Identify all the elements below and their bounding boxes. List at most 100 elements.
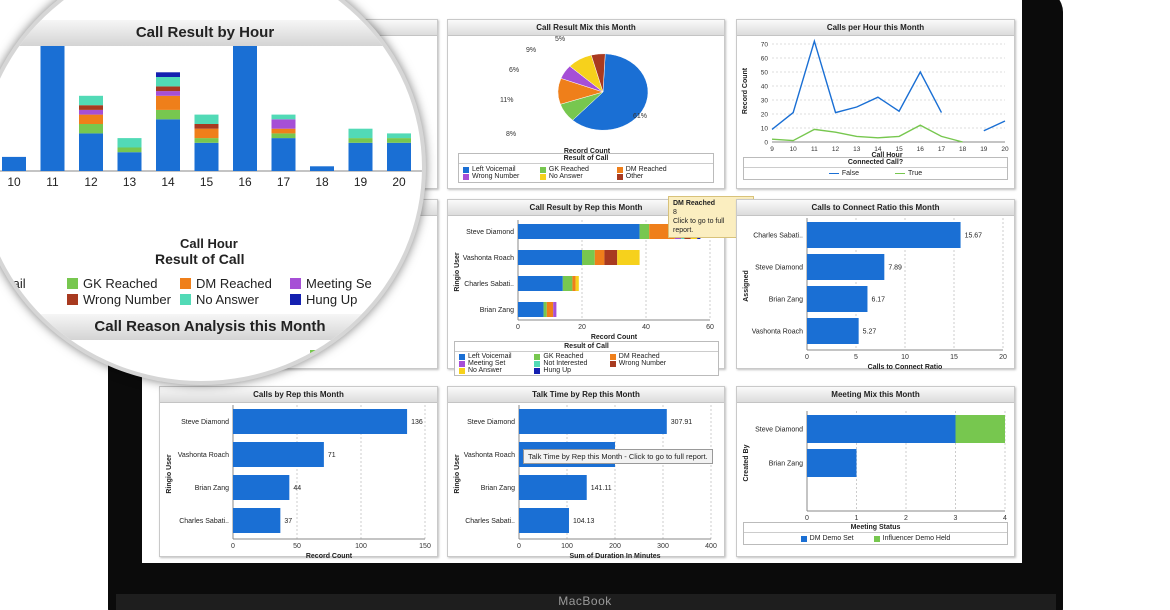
- category-label: Vashonta Roach: [178, 452, 229, 459]
- bar: [271, 128, 296, 134]
- line-legend-item[interactable]: False: [828, 170, 859, 177]
- bar: [955, 415, 1005, 443]
- legend-label: DM Reached: [625, 166, 667, 173]
- x-tick-label: 15: [200, 175, 214, 189]
- series-line-false: [983, 120, 1006, 132]
- category-label: Vashonta Roach: [464, 452, 515, 459]
- bar: [79, 109, 103, 115]
- bar-chart[interactable]: 0 5 10 15 20 Charles Sabati.. 15.67 Steve Diamo…: [737, 216, 1016, 371]
- x-axis-title: Record Count: [591, 334, 638, 341]
- magnifier-lens: Call Result by Hour 10 11 12 13 14 15 16 17 18 19…: [0, 0, 426, 385]
- bar: [518, 250, 582, 265]
- bar: [807, 222, 961, 248]
- legend-label: GK Reached: [543, 353, 584, 360]
- brand-label: MacBook: [558, 594, 612, 608]
- category-label: Steve Diamond: [755, 265, 803, 272]
- rep-legend-item[interactable]: Not Interested: [534, 360, 605, 367]
- legend-swatch: [616, 166, 623, 173]
- rep-legend-item[interactable]: GK Reached: [534, 353, 605, 360]
- line-legend: Connected Call? False True: [743, 157, 1008, 180]
- pie-slice-label: 9%: [526, 47, 536, 54]
- magnified-legend-item: Hung Up: [290, 292, 357, 307]
- value-label: 7.89: [888, 265, 902, 272]
- pie-legend-item[interactable]: Left Voicemail: [463, 166, 532, 173]
- value-label: 37: [284, 518, 292, 525]
- rep-legend-item[interactable]: Meeting Set: [459, 360, 530, 367]
- pie-legend-item[interactable]: Other: [616, 173, 686, 180]
- small-legend-item: Incoming Call: [310, 349, 397, 359]
- meeting-legend-item[interactable]: Influencer Demo Held: [873, 535, 950, 542]
- bar: [79, 133, 103, 171]
- bar: [156, 86, 180, 92]
- legend-label: Wrong Number: [472, 173, 520, 180]
- line-legend-item[interactable]: True: [894, 170, 923, 177]
- category-label: Vashonta Roach: [463, 255, 514, 262]
- legend-label: DM Reached: [196, 276, 272, 291]
- rep-legend-item[interactable]: Left Voicemail: [459, 353, 530, 360]
- panel-title: Meeting Mix this Month: [737, 387, 1014, 403]
- x-tick-label: 15: [950, 354, 958, 361]
- rep-legend-item[interactable]: DM Reached: [609, 353, 681, 360]
- bar: [156, 119, 180, 171]
- rep-legend-item[interactable]: No Answer: [459, 367, 530, 374]
- pie-legend-item[interactable]: Wrong Number: [463, 173, 532, 180]
- value-label: 141.11: [591, 485, 612, 492]
- category-label: Steve Diamond: [467, 419, 515, 426]
- bar-chart[interactable]: 0 50 100 150 Steve Diamond 136 Vashonta Roach 7…: [160, 403, 439, 560]
- x-tick-label: 4: [1003, 515, 1007, 522]
- legend-label: No Answer: [196, 292, 259, 307]
- panel-calls-by-rep[interactable]: Calls by Rep this Month 0 50 100 150 Steve D…: [159, 386, 439, 560]
- magnified-legend-item: Meeting Se: [290, 276, 372, 291]
- panel-call-result-by-rep[interactable]: Call Result by Rep this Month 0 20 40 60 Ste…: [447, 196, 754, 376]
- panel-title: Call Result Mix this Month: [448, 20, 724, 36]
- panel-calls-to-connect[interactable]: Calls to Connect Ratio this Month 0 5 10 15…: [736, 199, 1016, 371]
- line-chart[interactable]: 0 10 20 30 40 50 60 70 9 10 11 12 13 14 15 16 17 18 19 20 Ca…: [737, 36, 1016, 159]
- legend-label: Meeting Set: [468, 360, 506, 367]
- bar: [156, 77, 180, 87]
- panel-title: Calls by Rep this Month: [160, 387, 437, 403]
- bar-chart[interactable]: 0 100 200 300 400 Steve Diamond 307.91 Vashonta…: [448, 403, 726, 560]
- panel-call-result-mix[interactable]: Call Result Mix this Month 61% 8% 11% 6% 9% 5…: [447, 19, 725, 189]
- bar: [117, 138, 142, 148]
- legend-swatch: [67, 278, 78, 289]
- legend-label: Hung Up: [306, 292, 358, 307]
- stacked-bar-chart[interactable]: 0 20 40 60 Steve Diamond Vashonta Roach Charle…: [448, 216, 726, 341]
- legend-swatch: [180, 278, 191, 289]
- pie-legend-item[interactable]: GK Reached: [539, 166, 609, 173]
- pie-legend-item[interactable]: No Answer: [539, 173, 609, 180]
- legend-swatch: [894, 172, 905, 175]
- panel-talk-time[interactable]: Talk Time by Rep this Month 0 100 200 300 40…: [447, 386, 726, 560]
- legend-label: True: [907, 170, 923, 177]
- y-axis-title: Created By: [743, 444, 750, 481]
- bar: [233, 508, 281, 533]
- panel-meeting-mix[interactable]: Meeting Mix this Month 0 1 2 3 4 Steve Diamon…: [736, 386, 1015, 557]
- pie-chart[interactable]: 61% 8% 11% 6% 9% 5% Record Count: [448, 36, 726, 156]
- bar: [117, 147, 142, 153]
- meeting-legend-item[interactable]: DM Demo Set: [800, 535, 854, 542]
- legend-swatch: [310, 350, 316, 356]
- bar: [156, 95, 180, 110]
- panel-calls-per-hour[interactable]: Calls per Hour this Month 0 10 20 30 40 50 60 7…: [736, 19, 1015, 189]
- legend-title: Connected Call?: [744, 158, 1007, 168]
- x-tick-label: 20: [1001, 146, 1009, 153]
- bar: [194, 124, 219, 129]
- x-axis-title: Record Count: [564, 148, 611, 155]
- pie-legend-item[interactable]: DM Reached: [616, 166, 686, 173]
- magnified-legend-item: Wrong Number: [67, 292, 171, 307]
- legend-swatch: [800, 535, 807, 542]
- x-tick-label: 15: [895, 146, 903, 153]
- rep-legend-item[interactable]: Wrong Number: [609, 360, 681, 367]
- bar: [194, 128, 219, 139]
- x-tick-label: 2: [904, 515, 908, 522]
- rep-legend-item[interactable]: Hung Up: [534, 367, 605, 374]
- bar: [582, 250, 595, 265]
- y-axis-title: Ringio User: [454, 454, 461, 494]
- legend-label: Meeting Se: [306, 276, 372, 291]
- category-label: Brian Zang: [769, 461, 803, 468]
- legend-label: Left Voicemail: [472, 166, 516, 173]
- bar: [348, 138, 373, 143]
- magnified-legend-title: Result of Call: [155, 251, 245, 267]
- panel-title: Talk Time by Rep this Month: [448, 387, 724, 403]
- bar: [271, 119, 296, 129]
